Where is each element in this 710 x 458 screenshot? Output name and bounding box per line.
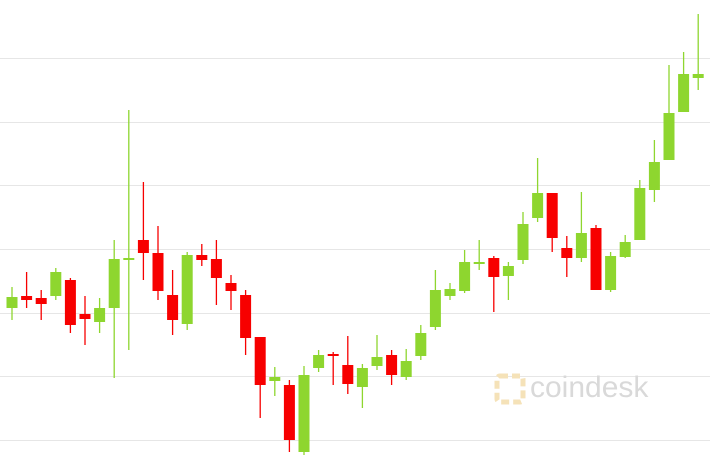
candle-body bbox=[210, 259, 222, 278]
candle-body bbox=[254, 337, 266, 385]
candle-body bbox=[371, 357, 383, 366]
candle-body bbox=[167, 295, 179, 320]
candle-body bbox=[298, 375, 310, 452]
candle-body bbox=[327, 354, 339, 356]
candle-body bbox=[488, 258, 500, 277]
candle-body bbox=[532, 193, 544, 218]
candle-body bbox=[415, 333, 427, 356]
candle-body bbox=[269, 377, 281, 381]
candle-body bbox=[429, 290, 441, 327]
candle-body bbox=[152, 253, 164, 291]
candle-body bbox=[181, 255, 193, 324]
candle-body bbox=[64, 280, 76, 325]
candle-body bbox=[590, 228, 602, 290]
grid bbox=[0, 58, 710, 441]
candle-body bbox=[692, 74, 704, 78]
candle-body bbox=[663, 113, 675, 160]
candle-body bbox=[648, 162, 660, 190]
watermark-icon bbox=[494, 373, 526, 405]
candle-body bbox=[196, 255, 208, 260]
watermark-text: coindesk bbox=[530, 371, 649, 404]
candle-body bbox=[561, 248, 573, 258]
candle-body bbox=[678, 74, 690, 112]
candle-body bbox=[546, 193, 558, 238]
candle-body bbox=[108, 259, 120, 308]
candle-body bbox=[386, 355, 398, 375]
candle-body bbox=[444, 289, 456, 296]
candle-body bbox=[21, 296, 33, 300]
candle-body bbox=[94, 308, 106, 322]
candles bbox=[6, 14, 704, 455]
candle-body bbox=[473, 262, 485, 264]
candle-body bbox=[240, 295, 252, 338]
candle-body bbox=[517, 224, 529, 260]
candle-body bbox=[619, 242, 631, 257]
candle-body bbox=[225, 283, 237, 291]
candle-body bbox=[283, 385, 295, 440]
watermark: coindesk bbox=[494, 371, 649, 405]
candle-body bbox=[123, 258, 135, 260]
candle-body bbox=[400, 361, 412, 377]
candle-body bbox=[605, 256, 617, 290]
candle-body bbox=[459, 262, 471, 291]
candle-body bbox=[6, 297, 18, 308]
candle-body bbox=[634, 188, 646, 240]
candle-body bbox=[50, 272, 62, 296]
candle-body bbox=[502, 266, 514, 276]
candle-body bbox=[35, 298, 47, 304]
candle-body bbox=[356, 368, 368, 387]
candle-body bbox=[575, 233, 587, 258]
candle-body bbox=[342, 365, 354, 384]
candle-body bbox=[313, 355, 325, 368]
candle-body bbox=[137, 240, 149, 253]
candle-body bbox=[79, 314, 91, 319]
